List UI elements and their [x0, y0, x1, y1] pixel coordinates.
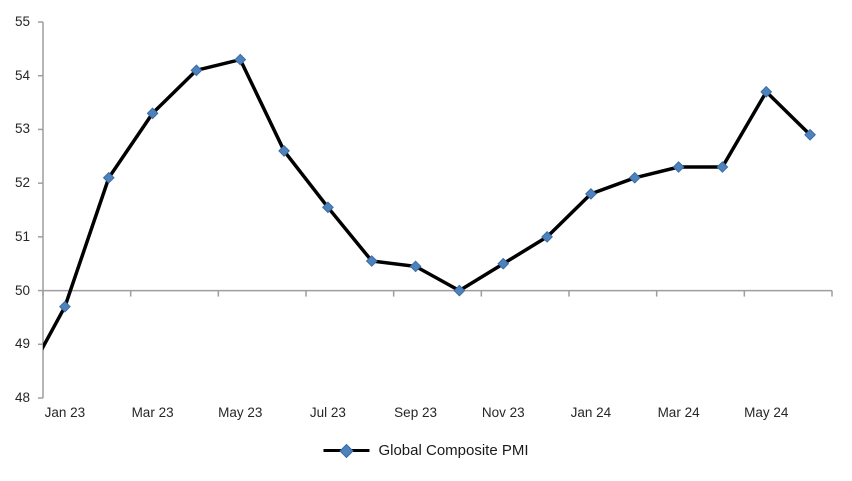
x-tick-label: Jan 23 — [44, 405, 86, 420]
legend: Global Composite PMI — [323, 442, 529, 459]
data-point-marker — [146, 107, 159, 120]
data-point-marker — [409, 260, 422, 273]
series-line-global-composite-pmi — [43, 57, 812, 351]
data-point-marker — [628, 171, 641, 184]
x-tick-label: Jul 23 — [309, 405, 346, 420]
legend-line-sample — [323, 443, 370, 458]
x-tick-label: Nov 23 — [481, 405, 525, 420]
x-tick-label: Mar 23 — [131, 405, 174, 420]
data-point-marker — [59, 300, 71, 313]
x-tick-label: May 24 — [744, 405, 789, 420]
y-tick-label: 52 — [14, 175, 30, 191]
data-point-marker — [322, 201, 334, 214]
data-point-marker — [234, 53, 247, 66]
y-tick-label: 50 — [14, 282, 30, 298]
y-tick-label: 54 — [14, 67, 30, 83]
data-point-marker — [585, 187, 597, 200]
data-point-marker — [497, 257, 510, 270]
data-point-marker — [716, 161, 729, 173]
x-tick-label: Mar 24 — [657, 405, 700, 420]
y-tick-label: 55 — [14, 14, 30, 29]
data-point-marker — [278, 145, 290, 157]
y-tick-label: 51 — [14, 228, 30, 244]
x-tick-label: Jan 24 — [570, 405, 612, 420]
y-tick-label: 53 — [14, 121, 30, 137]
data-point-marker — [365, 255, 378, 267]
y-tick-label: 49 — [14, 336, 30, 352]
data-point-marker — [190, 64, 203, 77]
y-tick-label: 48 — [14, 390, 30, 405]
data-point-marker — [760, 85, 773, 98]
data-point-marker — [672, 161, 685, 173]
legend-label: Global Composite PMI — [378, 442, 529, 459]
x-tick-label: May 23 — [218, 405, 263, 420]
legend-diamond-marker-icon — [339, 443, 354, 458]
x-tick-label: Sep 23 — [394, 405, 437, 420]
data-point-marker — [102, 171, 115, 184]
data-point-marker — [804, 128, 816, 141]
data-point-marker — [541, 230, 553, 243]
data-point-marker — [453, 284, 466, 297]
